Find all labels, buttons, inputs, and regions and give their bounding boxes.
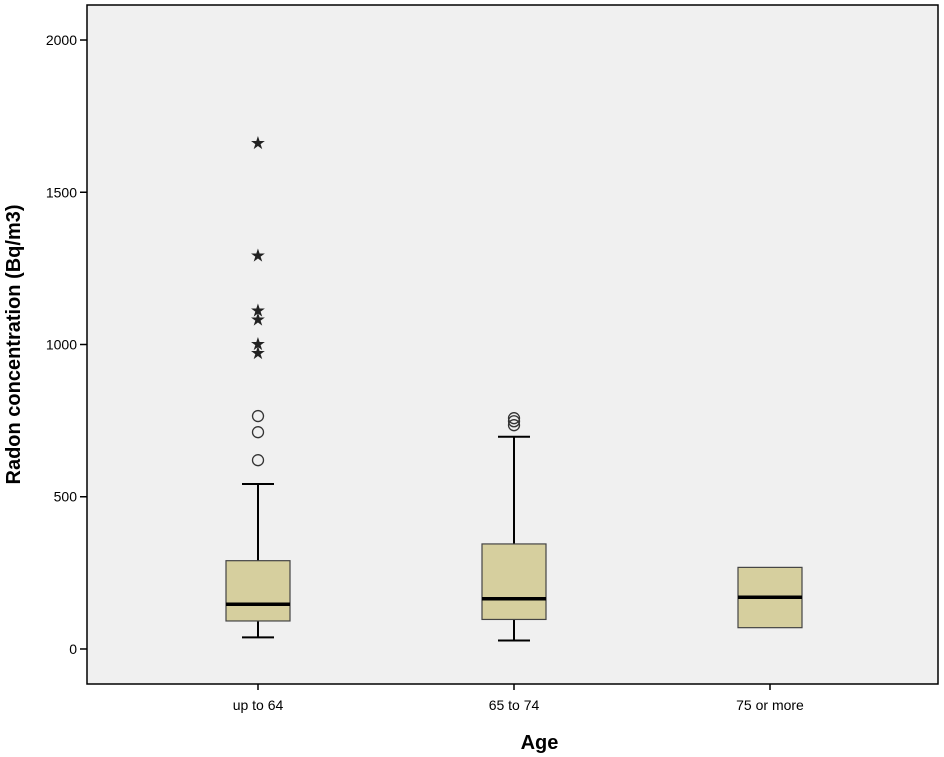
box-group: ★★★★★★ bbox=[225, 133, 291, 639]
x-axis-title: Age bbox=[521, 732, 559, 754]
y-tick-label: 0 bbox=[69, 641, 77, 657]
box-iqr bbox=[225, 560, 291, 622]
outlier-point bbox=[251, 426, 265, 439]
outlier-point bbox=[507, 412, 521, 425]
x-tick-label: up to 64 bbox=[233, 697, 284, 713]
y-tick-label: 1000 bbox=[46, 337, 77, 353]
y-tick-label: 2000 bbox=[46, 32, 77, 48]
box-iqr bbox=[481, 543, 547, 621]
outlier-point bbox=[251, 454, 265, 467]
outlier-point bbox=[251, 409, 265, 423]
extreme-point: ★ bbox=[250, 343, 266, 364]
x-tick-label: 75 or more bbox=[736, 697, 804, 713]
extreme-point: ★ bbox=[250, 133, 266, 154]
outlier-point bbox=[507, 419, 521, 432]
box-group bbox=[481, 412, 547, 642]
extreme-point: ★ bbox=[250, 310, 266, 331]
extreme-point: ★ bbox=[250, 246, 266, 267]
y-tick-label: 500 bbox=[54, 489, 78, 505]
x-tick-label: 65 to 74 bbox=[489, 697, 540, 713]
y-axis: 0 500 1000 1500 2000 bbox=[46, 32, 87, 657]
outlier-point bbox=[507, 415, 521, 428]
extreme-point: ★ bbox=[250, 300, 266, 321]
y-axis-title: Radon concentration (Bq/m3) bbox=[3, 204, 25, 484]
boxes-layer: ★★★★★★ bbox=[225, 133, 803, 642]
x-axis: up to 64 65 to 74 75 or more bbox=[233, 684, 804, 713]
box-group bbox=[737, 566, 803, 629]
y-tick-label: 1500 bbox=[46, 184, 77, 200]
extreme-point: ★ bbox=[250, 334, 266, 355]
